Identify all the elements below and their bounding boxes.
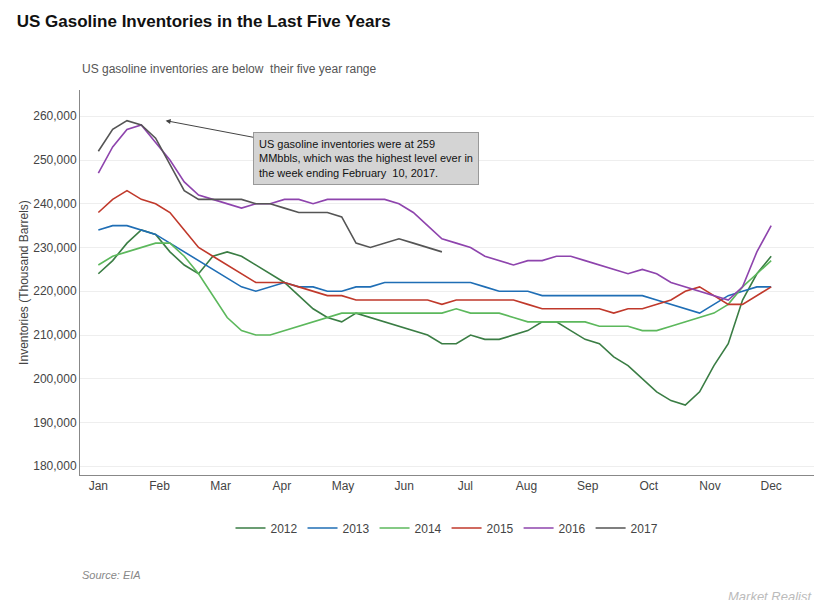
svg-text:Oct: Oct <box>640 479 659 493</box>
svg-text:Source: EIA: Source: EIA <box>82 569 141 581</box>
svg-text:180,000: 180,000 <box>33 459 77 473</box>
svg-text:Jun: Jun <box>395 479 414 493</box>
svg-text:200,000: 200,000 <box>33 372 77 386</box>
svg-text:220,000: 220,000 <box>33 284 77 298</box>
svg-text:Feb: Feb <box>149 479 170 493</box>
svg-text:2015: 2015 <box>487 522 514 536</box>
svg-text:240,000: 240,000 <box>33 197 77 211</box>
svg-text:Dec: Dec <box>761 479 782 493</box>
svg-text:2016: 2016 <box>559 522 586 536</box>
svg-text:230,000: 230,000 <box>33 241 77 255</box>
svg-text:Apr: Apr <box>273 479 292 493</box>
svg-text:Sep: Sep <box>577 479 599 493</box>
svg-text:2017: 2017 <box>631 522 658 536</box>
svg-text:2012: 2012 <box>271 522 298 536</box>
svg-text:US Gasoline Inventories in the: US Gasoline Inventories in the Last Five… <box>17 12 391 31</box>
svg-text:Nov: Nov <box>699 479 720 493</box>
svg-text:2014: 2014 <box>415 522 442 536</box>
svg-text:Jan: Jan <box>89 479 108 493</box>
svg-text:Mar: Mar <box>210 479 231 493</box>
svg-text:May: May <box>332 479 355 493</box>
svg-text:Aug: Aug <box>516 479 537 493</box>
svg-text:US gasoline inventories were a: US gasoline inventories were at 259MMbbl… <box>259 138 473 179</box>
svg-text:Inventories (Thousand Barrels): Inventories (Thousand Barrels) <box>17 200 31 365</box>
svg-text:260,000: 260,000 <box>33 109 77 123</box>
svg-text:Jul: Jul <box>458 479 473 493</box>
svg-text:190,000: 190,000 <box>33 416 77 430</box>
svg-text:210,000: 210,000 <box>33 328 77 342</box>
svg-text:Market Realist: Market Realist <box>728 589 812 600</box>
svg-text:2013: 2013 <box>343 522 370 536</box>
svg-text:250,000: 250,000 <box>33 153 77 167</box>
svg-text:US gasoline inventories are be: US gasoline inventories are below their … <box>82 62 376 76</box>
